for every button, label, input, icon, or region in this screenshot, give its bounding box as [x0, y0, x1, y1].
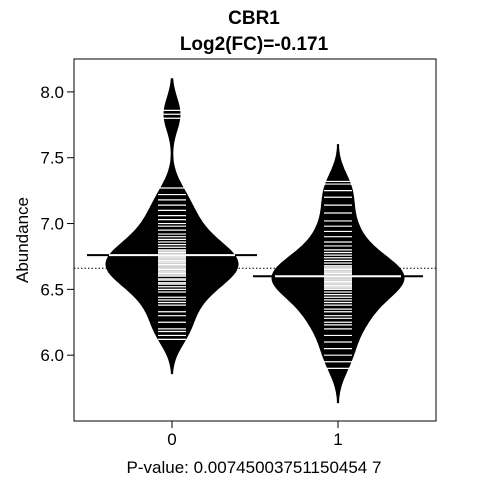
y-tick-label-2: 7.0 — [40, 215, 64, 234]
x-axis-label: P-value: 0.00745003751150454 7 — [127, 458, 382, 477]
beans-layer — [74, 78, 436, 404]
y-tick-label-1: 6.5 — [40, 280, 64, 299]
chart-subtitle: Log2(FC)=-0.171 — [180, 34, 329, 55]
chart-title: CBR1 — [228, 8, 280, 29]
y-axis: 6.0 6.5 7.0 7.5 8.0 — [40, 83, 74, 365]
y-tick-label-3: 7.5 — [40, 149, 64, 168]
y-tick-label-4: 8.0 — [40, 83, 64, 102]
x-tick-label-0: 0 — [167, 430, 176, 449]
y-axis-label: Abundance — [13, 197, 32, 283]
plot-frame — [73, 58, 437, 422]
x-tick-label-1: 1 — [333, 430, 342, 449]
y-tick-label-0: 6.0 — [40, 346, 64, 365]
